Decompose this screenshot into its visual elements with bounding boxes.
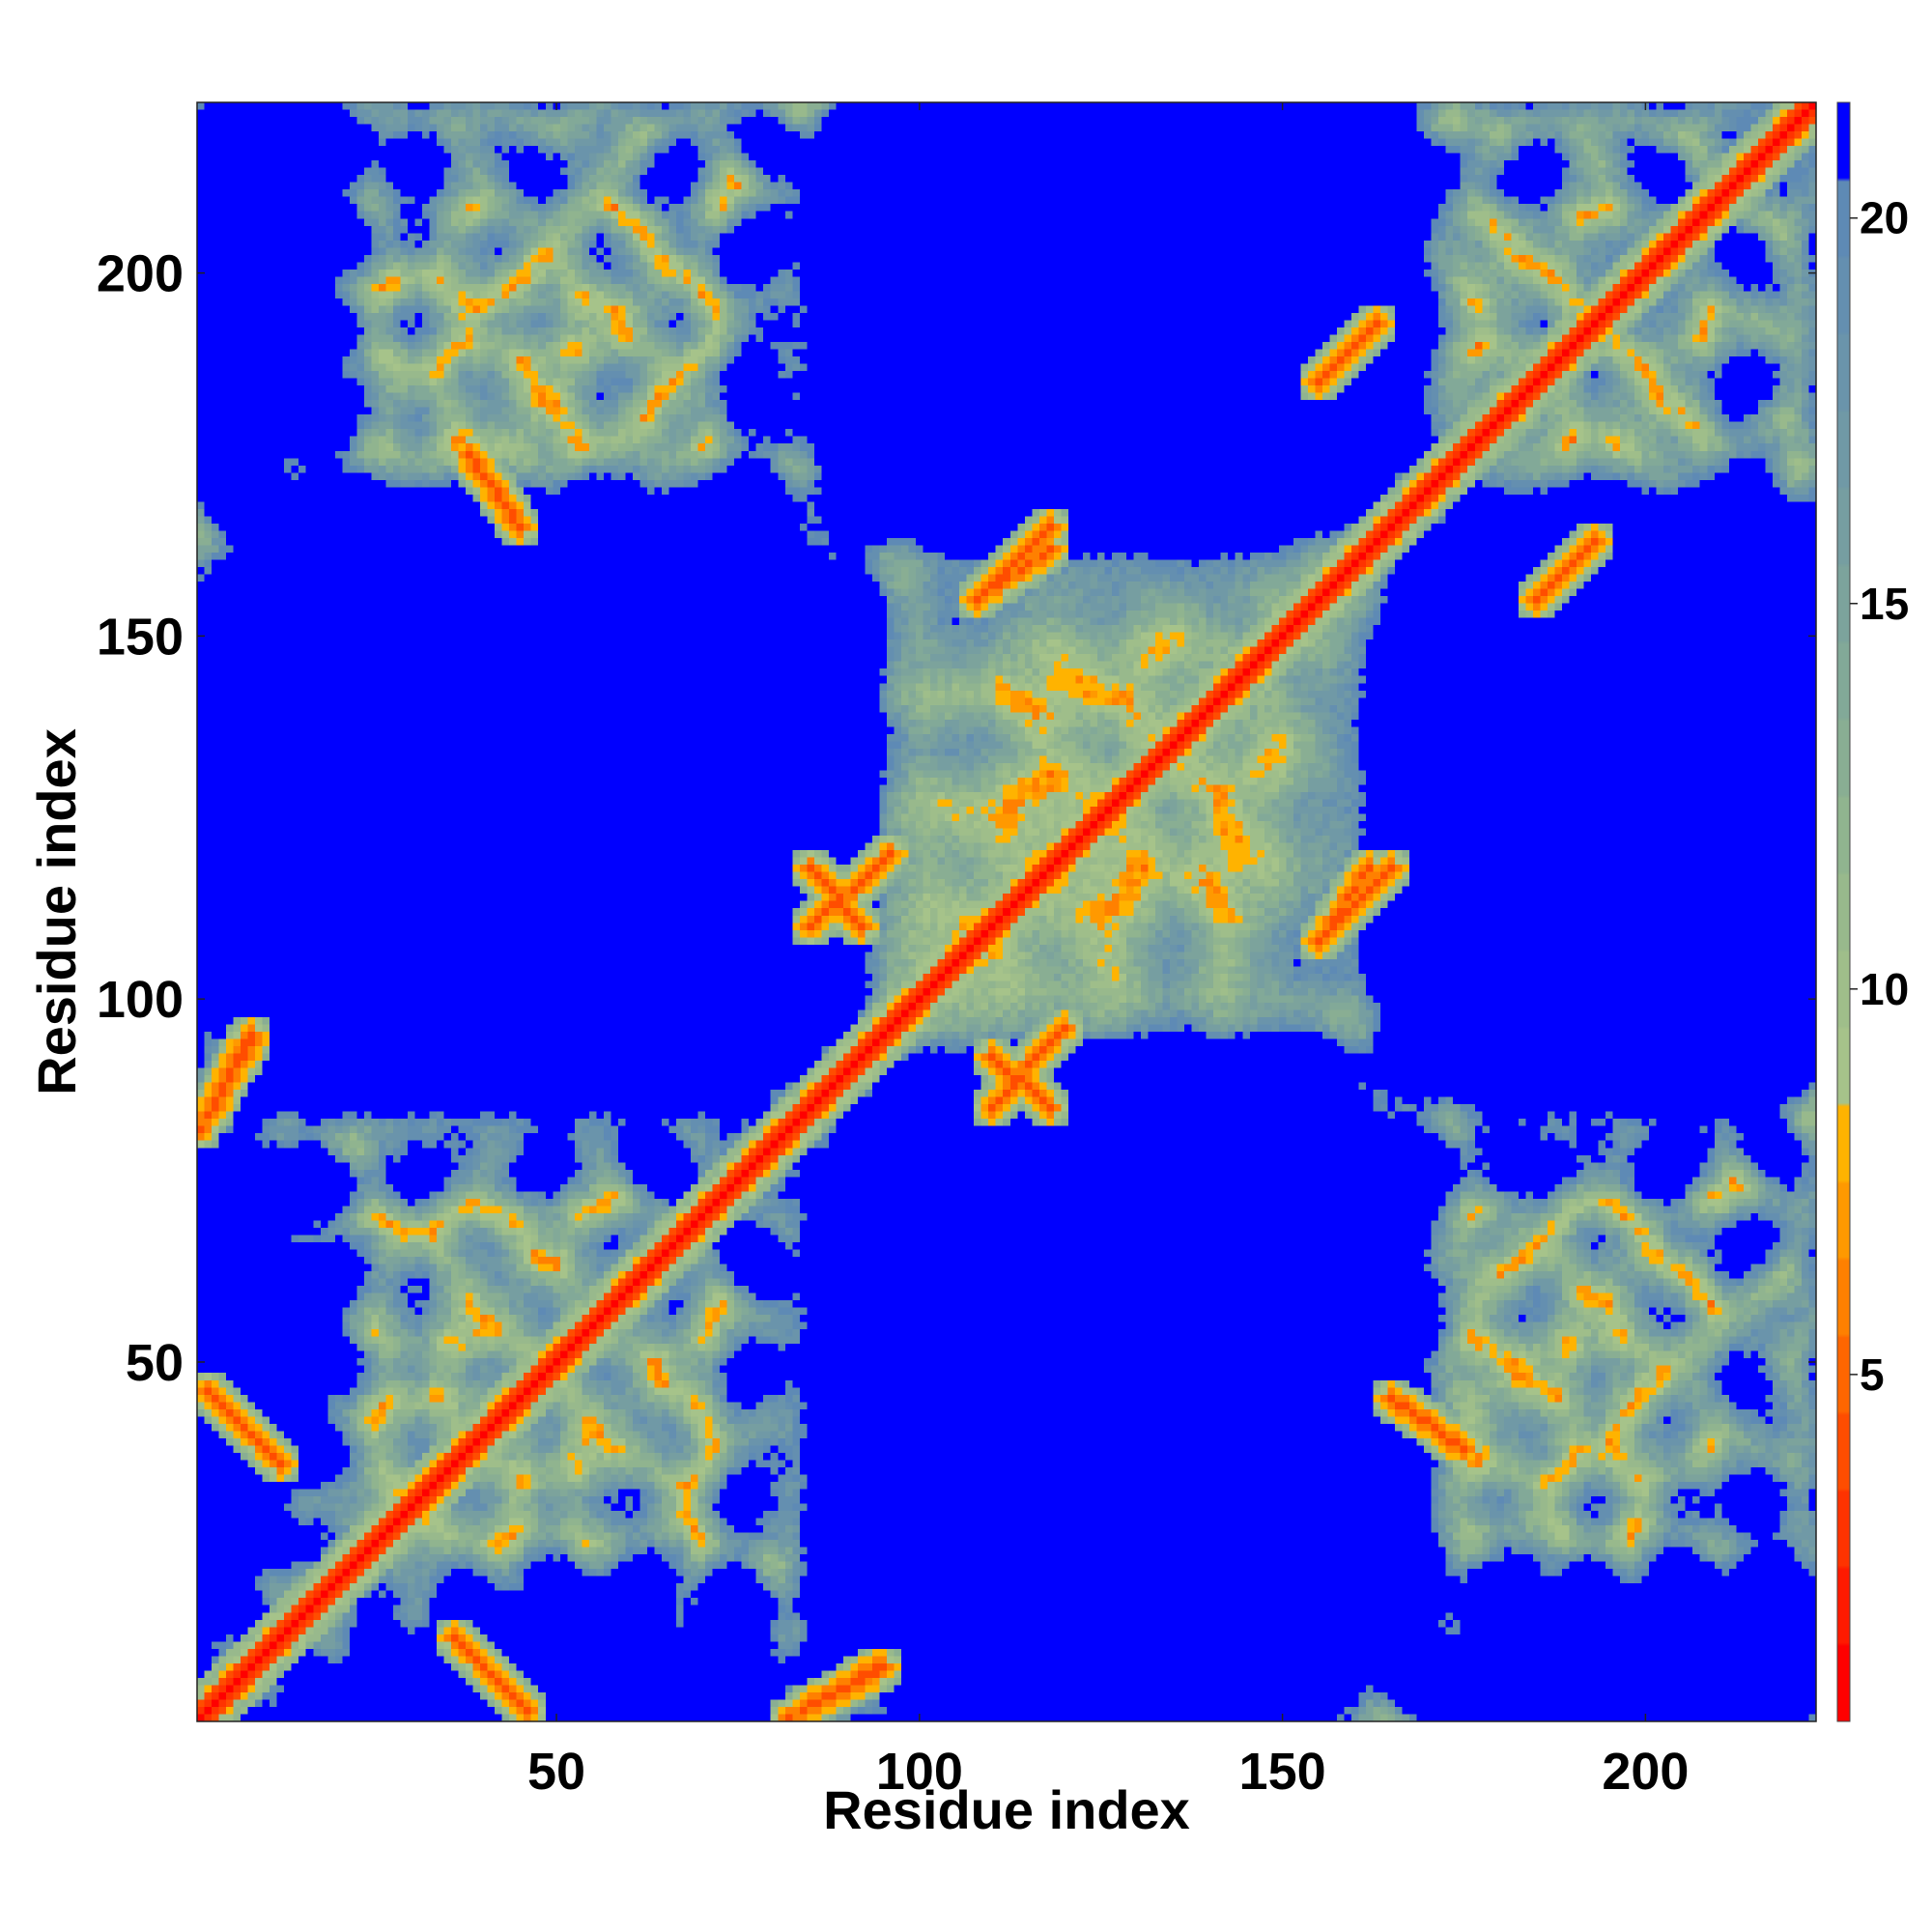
x-tick-label: 50: [527, 1743, 585, 1801]
y-tick-label: 200: [97, 245, 184, 303]
y-tick-label: 50: [126, 1334, 184, 1392]
colorbar-frame: [1836, 101, 1851, 1722]
y-tick-label: 150: [97, 608, 184, 666]
colorbar-tick-label: 20: [1860, 193, 1909, 243]
y-axis-label: Residue index: [26, 728, 87, 1095]
x-axis-label: Residue index: [823, 1779, 1190, 1840]
colorbar-tick-label: 15: [1860, 579, 1909, 629]
colorbar-gradient: [1837, 102, 1850, 1721]
x-tick-label: 150: [1239, 1743, 1326, 1801]
y-axis: 50 100 150 200: [97, 245, 1816, 1392]
x-axis: 50 100 150 200: [527, 102, 1689, 1801]
y-tick-label: 100: [97, 971, 184, 1029]
x-tick-label: 100: [876, 1743, 963, 1801]
plot-frame: [196, 101, 1817, 1722]
heatmap-cells: [197, 102, 1816, 1721]
x-tick-label: 200: [1602, 1743, 1689, 1801]
colorbar-tick-label: 5: [1860, 1350, 1885, 1400]
colorbar-tick-label: 10: [1860, 964, 1909, 1014]
colorbar-axis: 5 10 15 20: [1850, 193, 1909, 1400]
